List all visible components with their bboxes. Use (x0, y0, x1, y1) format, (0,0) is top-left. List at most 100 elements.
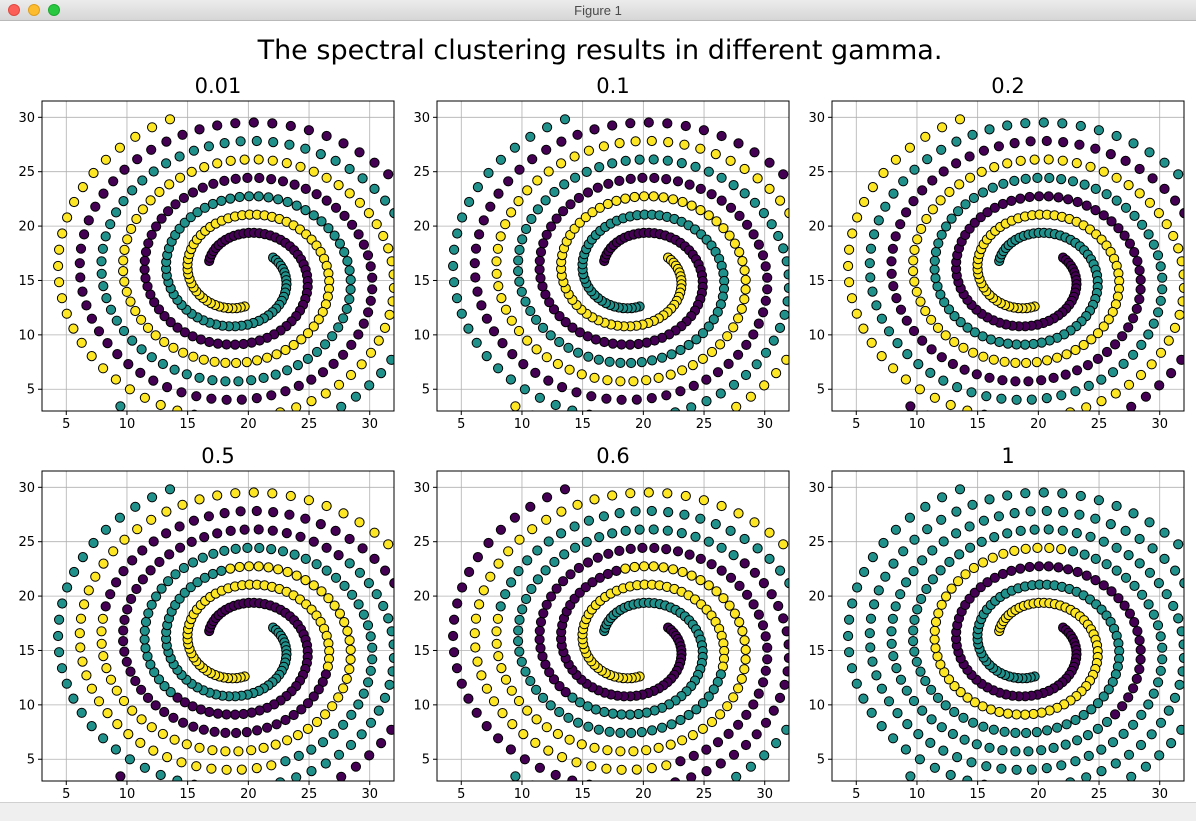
scatter-point (1143, 229, 1154, 240)
scatter-point (706, 716, 718, 728)
x-tick-label: 30 (1151, 417, 1168, 432)
scatter-point (871, 670, 882, 681)
scatter-point (1113, 223, 1124, 234)
scatter-point (1186, 183, 1195, 192)
close-window-button[interactable] (8, 4, 20, 16)
scatter-point (558, 576, 569, 587)
scatter-point (634, 154, 645, 165)
scatter-point (367, 284, 378, 295)
scatter-point (1020, 709, 1031, 720)
scatter-point (988, 354, 999, 365)
scatter-point (197, 552, 208, 563)
scatter-point (90, 571, 101, 582)
scatter-point (96, 626, 107, 637)
scatter-point (1063, 564, 1074, 575)
scatter-point (728, 550, 739, 561)
scatter-point (607, 120, 618, 131)
scatter-point (1086, 704, 1097, 715)
scatter-point (248, 431, 257, 440)
scatter-point (1134, 635, 1145, 646)
scatter-point (1166, 368, 1177, 379)
scatter-point (908, 636, 919, 647)
scatter-point (139, 625, 150, 636)
scatter-point (291, 200, 302, 211)
scatter-point (168, 712, 179, 723)
scatter-point (1002, 338, 1014, 349)
scatter-point (525, 305, 536, 317)
scatter-point (277, 546, 289, 557)
scatter-point (230, 709, 241, 720)
scatter-point (1029, 524, 1040, 535)
scatter-point (625, 339, 636, 350)
scatter-point (165, 687, 176, 698)
scatter-point (188, 721, 199, 732)
scatter-point (844, 614, 855, 625)
scatter-point (225, 525, 236, 536)
scatter-point (386, 724, 394, 735)
scatter-point (623, 432, 632, 441)
scatter-point (105, 304, 117, 315)
scatter-point (537, 692, 549, 704)
scatter-point (98, 651, 109, 662)
scatter-point (469, 628, 480, 639)
scatter-point (206, 393, 217, 404)
scatter-point (966, 387, 977, 398)
scatter-point (328, 728, 339, 740)
scatter-point (981, 761, 992, 772)
scatter-point (1129, 210, 1140, 221)
zoom-window-button[interactable] (48, 4, 60, 16)
scatter-point (118, 266, 129, 277)
scatter-point (1101, 559, 1112, 570)
scatter-point (1105, 519, 1116, 530)
scatter-point (449, 647, 460, 658)
axes-frame (436, 470, 790, 782)
minimize-window-button[interactable] (28, 4, 40, 16)
scatter-point (153, 674, 165, 685)
scatter-point (949, 311, 960, 322)
scatter-point (1147, 173, 1158, 184)
scatter-point (1143, 699, 1154, 710)
scatter-point (570, 542, 581, 553)
scatter-point (724, 230, 735, 241)
scatter-point (303, 125, 314, 136)
scatter-point (895, 304, 907, 315)
scatter-point (321, 195, 332, 206)
scatter-point (535, 246, 547, 258)
scatter-point (543, 536, 554, 547)
scatter-point (531, 344, 542, 355)
scatter-point (110, 374, 122, 385)
scatter-point (188, 515, 199, 526)
scatter-point (175, 542, 186, 553)
y-tick-label: 25 (808, 165, 825, 180)
scatter-point (987, 552, 998, 563)
scatter-point (554, 706, 565, 718)
scatter-point (1176, 354, 1184, 365)
scatter-point (1177, 296, 1184, 307)
scatter-point (797, 697, 806, 706)
scatter-point (583, 145, 595, 156)
scatter-point (968, 192, 980, 204)
scatter-point (684, 549, 695, 560)
scatter-point (135, 737, 146, 749)
scatter-point (1113, 410, 1118, 411)
scatter-point (653, 372, 664, 383)
scatter-point (100, 231, 111, 242)
scatter-point (98, 558, 109, 569)
scatter-point (683, 339, 694, 351)
scatter-point (1086, 334, 1097, 345)
scatter-point (1031, 727, 1042, 738)
scatter-point (1110, 339, 1121, 350)
scatter-point (1148, 688, 1159, 699)
scatter-point (407, 567, 416, 576)
scatter-point (344, 664, 355, 675)
scatter-point (204, 706, 215, 718)
scatter-point (83, 585, 94, 596)
scatter-point (565, 425, 574, 434)
scatter-point (570, 172, 581, 183)
scatter-point (1072, 566, 1083, 578)
scatter-point (764, 157, 775, 168)
scatter-point (1123, 379, 1135, 390)
scatter-point (1166, 738, 1177, 749)
scatter-point (320, 709, 331, 720)
scatter-point (1083, 750, 1094, 762)
